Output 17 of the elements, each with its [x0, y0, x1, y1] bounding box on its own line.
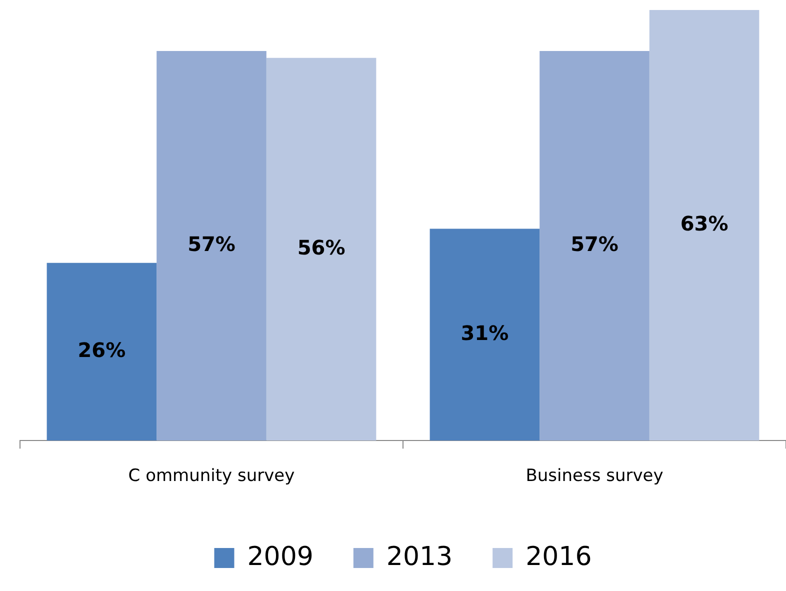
- legend-label: 2016: [526, 542, 592, 572]
- bar: [649, 10, 760, 441]
- x-tick-label: C ommunity survey: [128, 466, 295, 486]
- bar: [46, 262, 157, 441]
- data-label: 31%: [460, 320, 509, 345]
- legend-label: 2013: [386, 542, 453, 572]
- bar: [266, 58, 376, 441]
- bar: [540, 51, 650, 441]
- legend-label: 2009: [247, 542, 314, 572]
- bar: [430, 228, 540, 441]
- data-label: 63%: [680, 212, 728, 236]
- x-tick-label: Business survey: [526, 466, 664, 486]
- data-label: 57%: [188, 232, 236, 256]
- data-label: 56%: [297, 235, 346, 260]
- bar: [156, 51, 266, 441]
- data-label: 57%: [570, 232, 618, 256]
- data-label: 26%: [78, 338, 126, 362]
